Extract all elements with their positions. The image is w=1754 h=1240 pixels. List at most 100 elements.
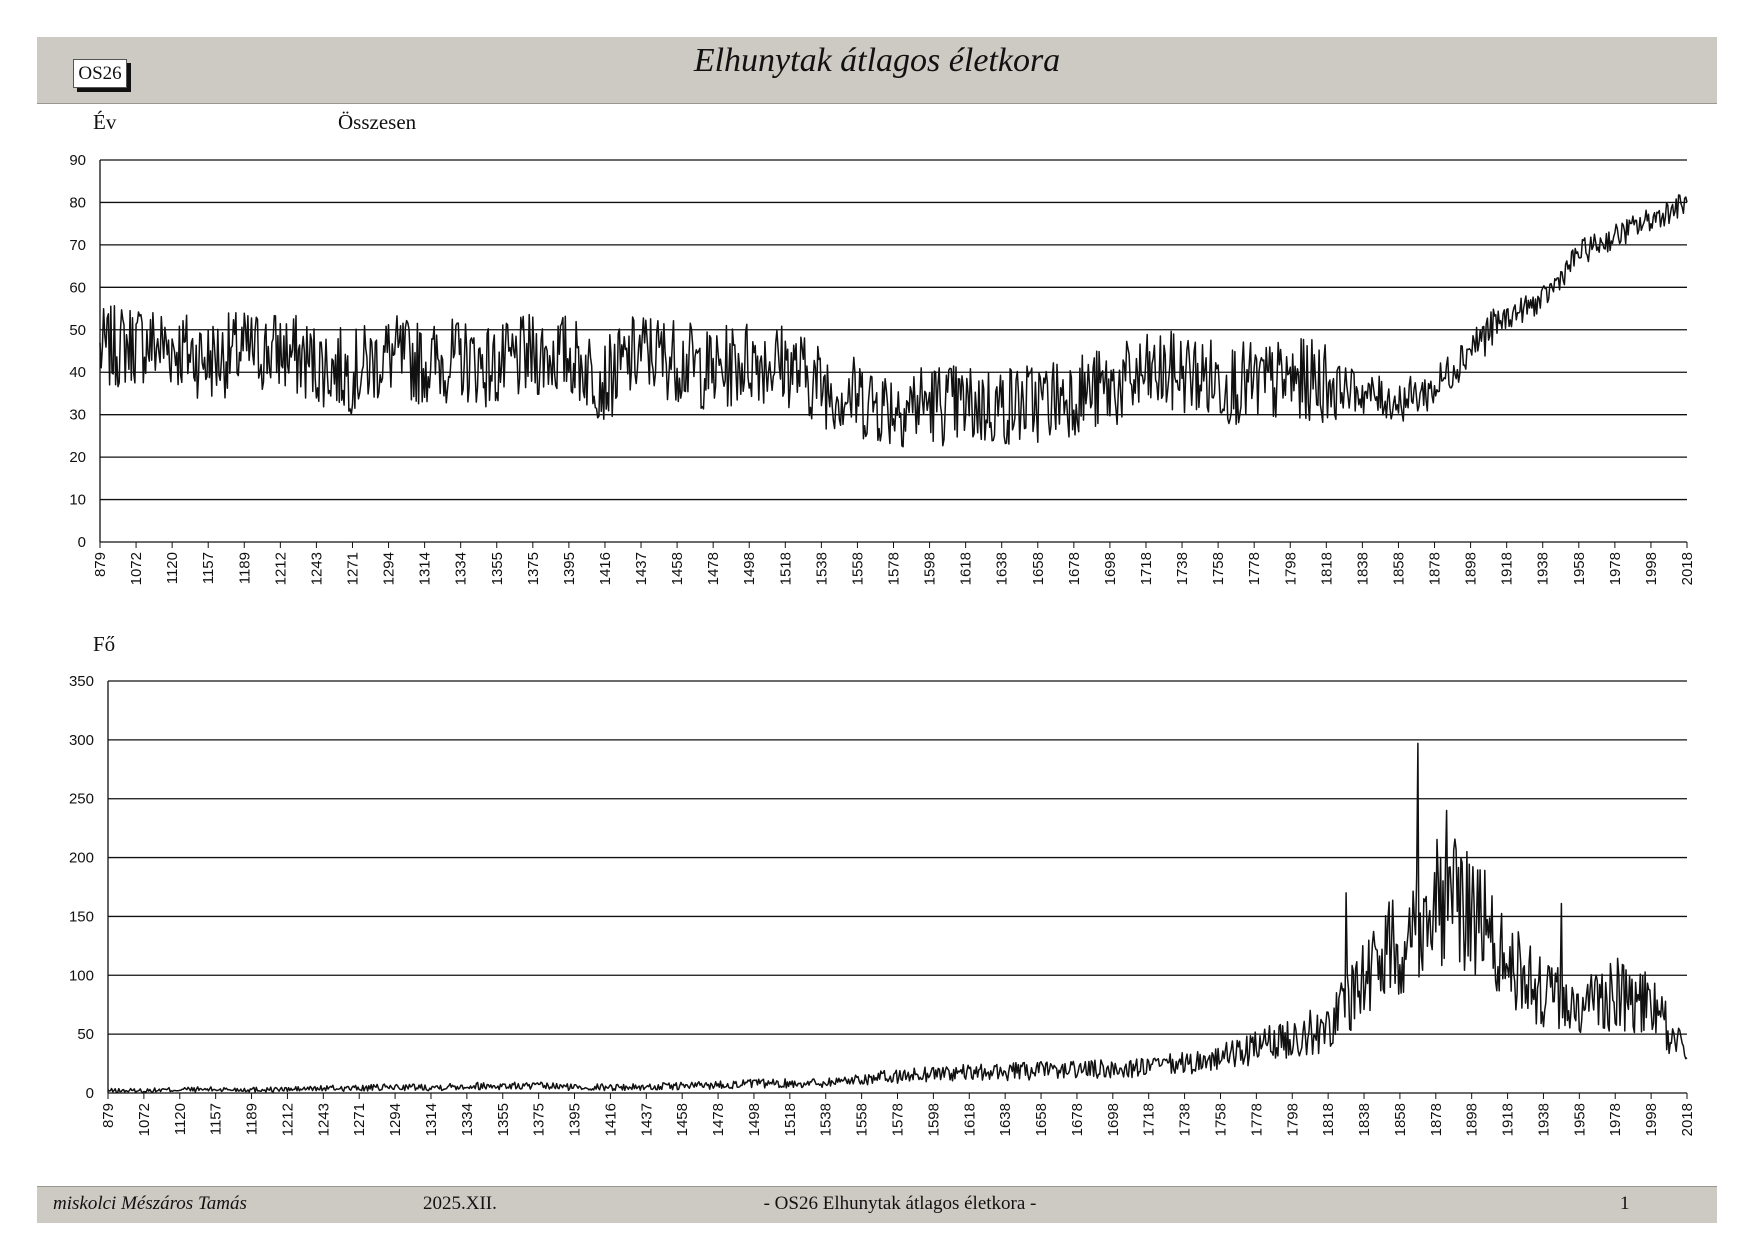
x-tick-label: 1334	[459, 1103, 476, 1136]
chart2-ylabel: Fő	[93, 632, 116, 656]
x-tick-label: 1458	[669, 552, 686, 585]
x-tick-label: 2018	[1679, 1103, 1696, 1136]
y-tick-label: 80	[69, 194, 86, 211]
document-code-badge: OS26	[73, 59, 127, 88]
y-tick-label: 200	[69, 850, 94, 867]
x-tick-label: 1638	[997, 1103, 1014, 1136]
x-tick-label: 1718	[1141, 1103, 1158, 1136]
x-tick-label: 1758	[1212, 1103, 1229, 1136]
y-tick-label: 0	[86, 1085, 94, 1102]
y-tick-label: 40	[69, 364, 86, 381]
x-tick-label: 1189	[244, 1103, 261, 1135]
x-tick-label: 1314	[423, 1103, 440, 1136]
x-tick-label: 1918	[1499, 552, 1516, 585]
x-tick-label: 1858	[1392, 1103, 1409, 1136]
x-tick-label: 1314	[417, 552, 434, 585]
page-title: Elhunytak átlagos életkora	[693, 42, 1061, 79]
x-tick-label: 1958	[1571, 552, 1588, 585]
x-tick-label: 1778	[1246, 552, 1263, 585]
x-tick-label: 1395	[567, 1103, 584, 1136]
header-band	[37, 37, 1717, 104]
x-tick-label: 1838	[1354, 552, 1371, 585]
x-tick-label: 1938	[1535, 552, 1552, 585]
x-tick-label: 1212	[279, 1103, 296, 1136]
deaths-count-chart: 0 50 100 150 200 250 300 350 879 1072 1120 1157 1189…	[69, 673, 1696, 1136]
footer-date: 2025.XII.	[423, 1193, 497, 1214]
x-tick-label: 1538	[818, 1103, 835, 1136]
x-tick-label: 1416	[597, 552, 614, 585]
x-tick-label: 1072	[128, 552, 145, 585]
x-tick-label: 1658	[1030, 552, 1047, 585]
x-tick-label: 879	[92, 552, 109, 577]
x-tick-label: 1638	[994, 552, 1011, 585]
x-tick-label: 1271	[351, 1103, 368, 1136]
y-tick-label: 300	[69, 732, 94, 749]
x-tick-label: 1395	[561, 552, 578, 585]
x-tick-label: 1858	[1390, 552, 1407, 585]
x-tick-label: 1658	[1033, 1103, 1050, 1136]
x-tick-label: 1798	[1284, 1103, 1301, 1136]
x-tick-label: 1738	[1177, 1103, 1194, 1136]
x-tick-label: 1294	[387, 1103, 404, 1136]
footer-page-number: 1	[1620, 1193, 1630, 1214]
x-tick-label: 1838	[1356, 1103, 1373, 1136]
data-series-line	[107, 742, 1688, 1094]
x-tick-label: 1958	[1571, 1103, 1588, 1136]
footer-author: miskolci Mészáros Tamás	[53, 1193, 247, 1214]
y-tick-label: 30	[69, 407, 86, 424]
y-tick-label: 50	[77, 1026, 94, 1043]
x-tick-label: 1375	[531, 1103, 548, 1136]
footer-title: - OS26 Elhunytak átlagos életkora -	[763, 1193, 1037, 1214]
x-tick-label: 1598	[922, 552, 939, 585]
x-tick-label: 1478	[710, 1103, 727, 1136]
y-tick-label: 50	[69, 322, 86, 339]
x-tick-label: 1818	[1320, 1103, 1337, 1136]
x-tick-label: 1243	[308, 552, 325, 585]
y-tick-label: 10	[69, 492, 86, 509]
x-tick-label: 1598	[925, 1103, 942, 1136]
x-tick-label: 1375	[525, 552, 542, 585]
x-tick-label: 1518	[782, 1103, 799, 1136]
y-tick-label: 250	[69, 791, 94, 808]
y-tick-label: 60	[69, 279, 86, 296]
chart1-ylabel: Év	[93, 110, 117, 134]
x-tick-label: 2018	[1679, 552, 1696, 585]
x-tick-label: 1120	[172, 1103, 189, 1135]
x-tick-label: 1578	[890, 1103, 907, 1136]
x-tick-label: 1189	[236, 552, 253, 584]
x-tick-label: 1898	[1464, 1103, 1481, 1136]
x-tick-label: 1698	[1105, 1103, 1122, 1136]
x-tick-label: 1758	[1210, 552, 1227, 585]
x-tick-label: 1243	[315, 1103, 332, 1136]
x-tick-label: 1558	[849, 552, 866, 585]
x-tick-label: 1718	[1138, 552, 1155, 585]
x-tick-label: 1120	[164, 552, 181, 584]
x-tick-label: 1818	[1318, 552, 1335, 585]
x-tick-label: 1978	[1607, 1103, 1624, 1136]
data-series-line	[99, 194, 1688, 448]
x-tick-label: 1678	[1066, 552, 1083, 585]
x-tick-label: 1618	[961, 1103, 978, 1136]
average-age-chart: 0 10 20 30 40 50 60 70 80 90 879 1072 1120 1157 1189 12…	[69, 152, 1696, 585]
x-tick-label: 1878	[1427, 552, 1444, 585]
x-tick-label: 1698	[1102, 552, 1119, 585]
y-tick-label: 90	[69, 152, 86, 169]
x-tick-label: 1938	[1535, 1103, 1552, 1136]
x-tick-label: 1898	[1463, 552, 1480, 585]
y-tick-label: 20	[69, 449, 86, 466]
x-tick-label: 879	[100, 1103, 117, 1128]
x-tick-label: 1355	[489, 552, 506, 585]
y-tick-label: 350	[69, 673, 94, 690]
x-tick-label: 1271	[344, 552, 361, 585]
footer-band	[37, 1186, 1717, 1223]
y-tick-label: 150	[69, 908, 94, 925]
x-tick-label: 1998	[1643, 552, 1660, 585]
x-tick-label: 1478	[705, 552, 722, 585]
x-tick-label: 1558	[854, 1103, 871, 1136]
x-tick-label: 1778	[1248, 1103, 1265, 1136]
x-tick-label: 1978	[1607, 552, 1624, 585]
x-tick-label: 1157	[200, 552, 217, 584]
y-tick-label: 70	[69, 237, 86, 254]
x-tick-label: 1416	[602, 1103, 619, 1136]
x-tick-label: 1355	[495, 1103, 512, 1136]
